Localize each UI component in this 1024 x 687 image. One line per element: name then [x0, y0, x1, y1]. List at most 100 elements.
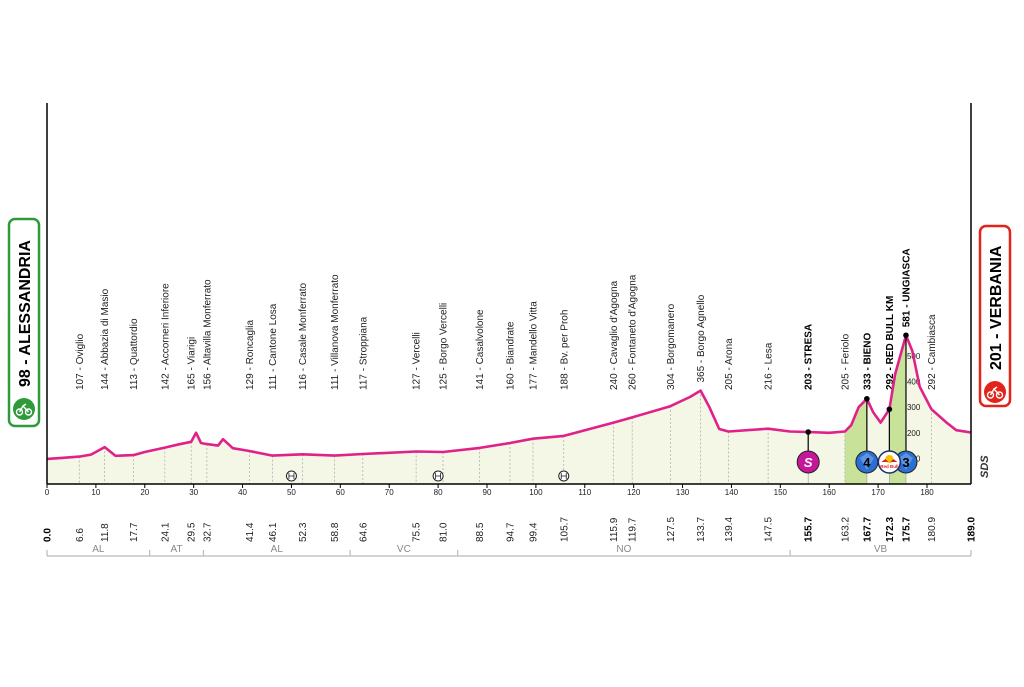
- km-mark-label: 41.4: [245, 522, 256, 542]
- icons-layer: S 4 3 Red Bull: [285, 332, 918, 482]
- brand-logo: SDS: [979, 455, 991, 478]
- cyclist-finish-icon: [986, 386, 1004, 399]
- x-tick-label: 150: [774, 488, 788, 497]
- start-label: 98 - ALESSANDRIA: [17, 240, 34, 387]
- km-mark-label: 32.7: [202, 522, 213, 542]
- x-tick-label: 120: [627, 488, 641, 497]
- x-tick-label: 70: [385, 488, 394, 497]
- location-label: 113 - Quattordio: [129, 318, 140, 390]
- x-tick-label: 60: [336, 488, 345, 497]
- location-label: 292 - RED BULL KM: [885, 296, 896, 390]
- region-label: VB: [874, 544, 888, 555]
- location-labels-layer: 107 - Ovigliо 144 - Abbazia di Masio 113 -…: [75, 248, 938, 484]
- x-tick-label: 10: [91, 488, 100, 497]
- x-tick-label: 40: [238, 488, 247, 497]
- location-label: 142 - Accorneri Inferiore: [160, 283, 171, 390]
- location-label: 107 - Ovigliо: [75, 333, 86, 390]
- location-label: 116 - Casale Monferrato: [298, 282, 309, 390]
- red-bull-km-label: Red Bull: [880, 464, 898, 469]
- x-tick-label: 80: [434, 488, 443, 497]
- km-mark-label: 0.0: [43, 528, 54, 542]
- km-mark-label: 105.7: [559, 517, 570, 542]
- x-tick-label: 30: [189, 488, 198, 497]
- km-mark-label: 155.7: [804, 517, 815, 542]
- location-label: 216 - Lesa: [764, 342, 775, 390]
- gpm-category-label: 3: [902, 455, 909, 470]
- profile-line-layer: [46, 334, 972, 461]
- km-mark-label: 175.7: [901, 517, 912, 542]
- finish-badge: 201 - VERBANIA: [978, 224, 1012, 408]
- gpm-category-icon: 4: [855, 395, 879, 474]
- location-label: 292 - Cambiasca: [927, 314, 938, 390]
- climb-zone-2: [889, 335, 906, 484]
- km-mark-label: 24.1: [160, 522, 171, 542]
- x-tick-label: 90: [483, 488, 492, 497]
- km-mark-label: 11.8: [100, 523, 111, 542]
- km-mark-label: 127.5: [666, 517, 677, 542]
- cyclist-start-icon: [15, 403, 33, 416]
- x-tick-label: 140: [725, 488, 739, 497]
- km-mark-label: 119.7: [628, 517, 639, 542]
- x-tick-label: 110: [578, 488, 591, 497]
- location-label: 304 - Borgomanero: [666, 303, 677, 390]
- km-mark-label: 99.4: [528, 522, 539, 542]
- region-label: AL: [92, 544, 105, 555]
- level-crossing-icon: [432, 470, 444, 482]
- profile-fill-layer: [47, 335, 971, 484]
- km-mark-label: 52.3: [298, 522, 309, 542]
- km-mark-label: 46.1: [268, 522, 279, 542]
- km-mark-label: 133.7: [696, 517, 707, 542]
- x-tick-label: 0: [45, 488, 50, 497]
- location-label: 111 - Villanova Monferrato: [330, 274, 341, 390]
- climb-altitude-tick: 400: [907, 378, 921, 387]
- km-mark-label: 189.0: [967, 517, 978, 542]
- km-mark-label: 172.3: [885, 517, 896, 542]
- location-label: 156 - Altavilla Monferrato: [202, 279, 213, 390]
- km-mark-label: 88.5: [475, 522, 486, 542]
- km-mark-label: 58.8: [330, 522, 341, 542]
- gpm-category-label: 4: [863, 455, 871, 470]
- start-badge: 98 - ALESSANDRIA: [7, 217, 41, 428]
- km-mark-label: 139.4: [724, 517, 735, 542]
- location-label: 129 - Roncaglia: [245, 320, 256, 390]
- climb-altitude-tick: 300: [907, 403, 921, 412]
- region-label: VC: [397, 544, 411, 555]
- km-mark-label: 115.9: [609, 517, 620, 542]
- x-tick-label: 180: [920, 488, 934, 497]
- climb-altitude-tick: 200: [907, 429, 921, 438]
- region-label: AT: [171, 544, 183, 555]
- location-label: 160 - Biandrate: [505, 321, 516, 390]
- profile-line: [46, 334, 972, 461]
- location-label: 117 - Stroppiana: [358, 316, 369, 390]
- km-mark-label: 64.6: [358, 522, 369, 542]
- location-label: 260 - Fontaneto d'Agogna: [628, 274, 639, 390]
- x-tick-label: 170: [871, 488, 885, 497]
- red-bull-km-icon: Red Bull: [877, 406, 902, 474]
- axes-layer: 0 10 20 30 40 50 60 70 80 90 100 110 120 130 140 150 160…: [45, 103, 972, 497]
- km-mark-label: 29.5: [187, 522, 198, 542]
- region-label: NO: [616, 544, 631, 555]
- location-label: 203 - STRESA: [804, 324, 815, 390]
- km-mark-label: 180.9: [927, 517, 938, 542]
- location-label: 177 - Mandello Vitta: [528, 301, 539, 390]
- km-mark-label: 81.0: [439, 522, 450, 542]
- location-label: 365 - Borgo Agnello: [696, 294, 707, 382]
- km-mark-label: 167.7: [862, 517, 873, 542]
- x-tick-label: 160: [823, 488, 837, 497]
- km-mark-label: 94.7: [505, 522, 516, 542]
- sprint-label: S: [804, 455, 813, 470]
- km-mark-label: 75.5: [412, 522, 423, 542]
- location-label: 205 - Arona: [724, 338, 735, 390]
- km-mark-label: 17.7: [129, 522, 140, 542]
- region-label: AL: [271, 544, 284, 555]
- sprint-icon: S: [796, 429, 820, 474]
- finish-label: 201 - VERBANIA: [988, 245, 1005, 370]
- x-tick-label: 20: [140, 488, 149, 497]
- location-label: 141 - Casalvolone: [475, 309, 486, 390]
- x-tick-label: 100: [529, 488, 543, 497]
- location-label: 165 - Viarigi: [187, 337, 198, 390]
- x-tick-label: 130: [676, 488, 690, 497]
- level-crossing-icon: [558, 470, 570, 482]
